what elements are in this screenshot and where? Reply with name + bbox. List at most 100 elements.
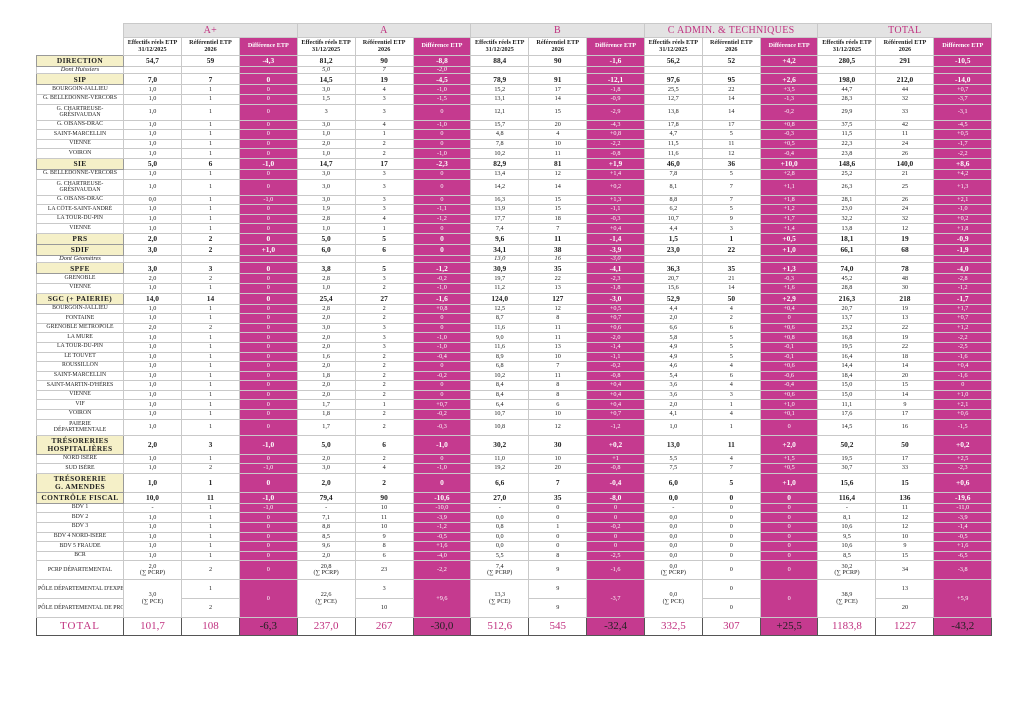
cell-value — [933, 65, 993, 75]
cell-value: +0,6 — [933, 472, 993, 493]
cell-value: 0 — [586, 512, 645, 524]
etp-table-container: A+ A B C ADMIN. & TECHNIQUES TOTAL Effec… — [36, 23, 993, 637]
cell-value: 7 — [528, 223, 588, 234]
cell-value: 1,0 — [296, 148, 356, 159]
col-header-difference: Différence ETP — [412, 37, 472, 56]
cell-value: +5,9 — [933, 579, 993, 619]
cell-value: 0 — [701, 531, 761, 543]
cell-value: 3 — [354, 103, 414, 121]
cell-value: +0,6 — [759, 322, 819, 334]
cell-value: 1 — [181, 204, 240, 215]
site-row: ROUSSILLON 1,0 1 0 2,0 2 0 6,8 7 -0,2 4,6 4 +0,6 14,4… — [36, 361, 993, 372]
cell-value: 0 — [239, 531, 298, 543]
cell-value: 0 — [528, 502, 588, 514]
cell-value: 1,0 — [123, 409, 182, 420]
cell-value: 11,5 — [643, 138, 703, 150]
cell-value: 0 — [412, 322, 472, 334]
cell-value: 50,2 — [817, 434, 877, 455]
cell-value: 1,0 — [123, 282, 182, 294]
cell-value: 30 — [875, 282, 935, 294]
cell-value: 90 — [354, 491, 414, 504]
cell-value: 2 — [181, 322, 240, 334]
total-value: -30,0 — [412, 617, 472, 637]
cell-value: 79,4 — [296, 491, 356, 504]
cell-value: -14,0 — [933, 73, 993, 86]
cell-value: 17,8 — [643, 119, 703, 131]
cell-value: 8,8 — [643, 194, 703, 206]
cell-value — [239, 65, 298, 75]
cell-value: 2,0 — [296, 453, 356, 465]
row-label: BCR — [36, 550, 124, 562]
cell-value: 5 — [354, 262, 414, 275]
cell-value: -2,2 — [412, 560, 472, 581]
cell-value: 12,1 — [470, 103, 530, 121]
cell-value: 1,0 — [123, 399, 182, 411]
cell-value: 14 — [701, 94, 761, 105]
row-label: TRÉSORERIE G. AMENDES — [36, 472, 124, 493]
total-value: 512,6 — [470, 617, 530, 637]
cell-value: 3 — [354, 94, 414, 105]
cell-value: 30,9 — [470, 262, 530, 275]
cell-value: -1,5 — [412, 94, 472, 105]
cell-value: 0 — [701, 502, 761, 514]
cell-value: 1,5 — [296, 94, 356, 105]
cell-value: 5,8 — [643, 332, 703, 343]
cell-value: 1 — [181, 579, 240, 600]
cell-value: 1 — [181, 313, 240, 324]
cell-value: 2,0 — [123, 322, 182, 334]
cell-value: 3,6 — [643, 380, 703, 391]
row-label: PRS — [36, 232, 124, 245]
cell-value: 3,0 — [296, 168, 356, 180]
cell-value: 116,4 — [817, 491, 877, 504]
cell-value: 15,2 — [470, 84, 530, 95]
site-row: BDV 5 FRAUDE 1,0 1 0 9,6 8 +1,6 0,0 0 0 0,0 0 0 10,6 9… — [36, 541, 993, 552]
cell-value: 20,8 (∑ PCRP) — [296, 560, 356, 581]
cell-value: 2 — [181, 232, 240, 245]
cell-value: 6,6 — [470, 472, 530, 493]
cell-value: 18,4 — [817, 370, 877, 382]
cell-value: 7,4 — [470, 223, 530, 234]
cell-value: 4 — [354, 84, 414, 95]
cell-value: 1 — [181, 341, 240, 353]
cell-value: 11 — [528, 332, 588, 343]
cell-value: -1,4 — [933, 522, 993, 533]
cell-value: -0,5 — [412, 531, 472, 543]
cell-value: 3,0 — [296, 463, 356, 474]
sub-header-row: Effectifs réels ETP 31/12/2025 Référentie… — [36, 37, 993, 56]
cell-value: 0 — [701, 541, 761, 552]
cell-value: +0,2 — [933, 434, 993, 455]
cell-value: 22 — [875, 341, 935, 353]
cell-value: 33 — [875, 463, 935, 474]
cell-value: 13,4 — [470, 168, 530, 180]
cell-value: -1,1 — [412, 204, 472, 215]
cell-value — [701, 65, 761, 75]
cell-value — [296, 254, 356, 264]
cell-value: -1,6 — [586, 560, 645, 581]
cell-value: 95 — [701, 73, 761, 86]
group-header-c: C ADMIN. & TECHNIQUES — [643, 23, 819, 38]
cell-value: 20 — [875, 370, 935, 382]
cell-value: 1,0 — [123, 223, 182, 234]
cell-value: 12 — [701, 148, 761, 159]
cell-value: +2,5 — [933, 453, 993, 465]
cell-value: 2 — [181, 463, 240, 474]
cell-value: +8,6 — [933, 157, 993, 170]
cell-value: 35 — [701, 262, 761, 275]
cell-value: 0 — [701, 598, 761, 619]
cell-value: 10 — [354, 598, 414, 619]
cell-value: 10,2 — [470, 370, 530, 382]
cell-value: 2 — [701, 313, 761, 324]
cell-value: 1,0 — [123, 512, 182, 524]
group-header-row: A+ A B C ADMIN. & TECHNIQUES TOTAL — [36, 23, 993, 38]
cell-value: 23,2 — [817, 322, 877, 334]
cell-value: 4 — [701, 303, 761, 315]
cell-value: 10 — [875, 531, 935, 543]
total-value: 1227 — [875, 617, 935, 637]
cell-value — [470, 65, 530, 75]
cell-value: 8,4 — [470, 380, 530, 391]
cell-value: 9 — [528, 579, 588, 600]
cell-value: 6,6 — [643, 322, 703, 334]
cell-value: -1,0 — [239, 434, 298, 455]
cell-value: 2 — [354, 418, 414, 436]
cell-value: +0,4 — [933, 361, 993, 372]
